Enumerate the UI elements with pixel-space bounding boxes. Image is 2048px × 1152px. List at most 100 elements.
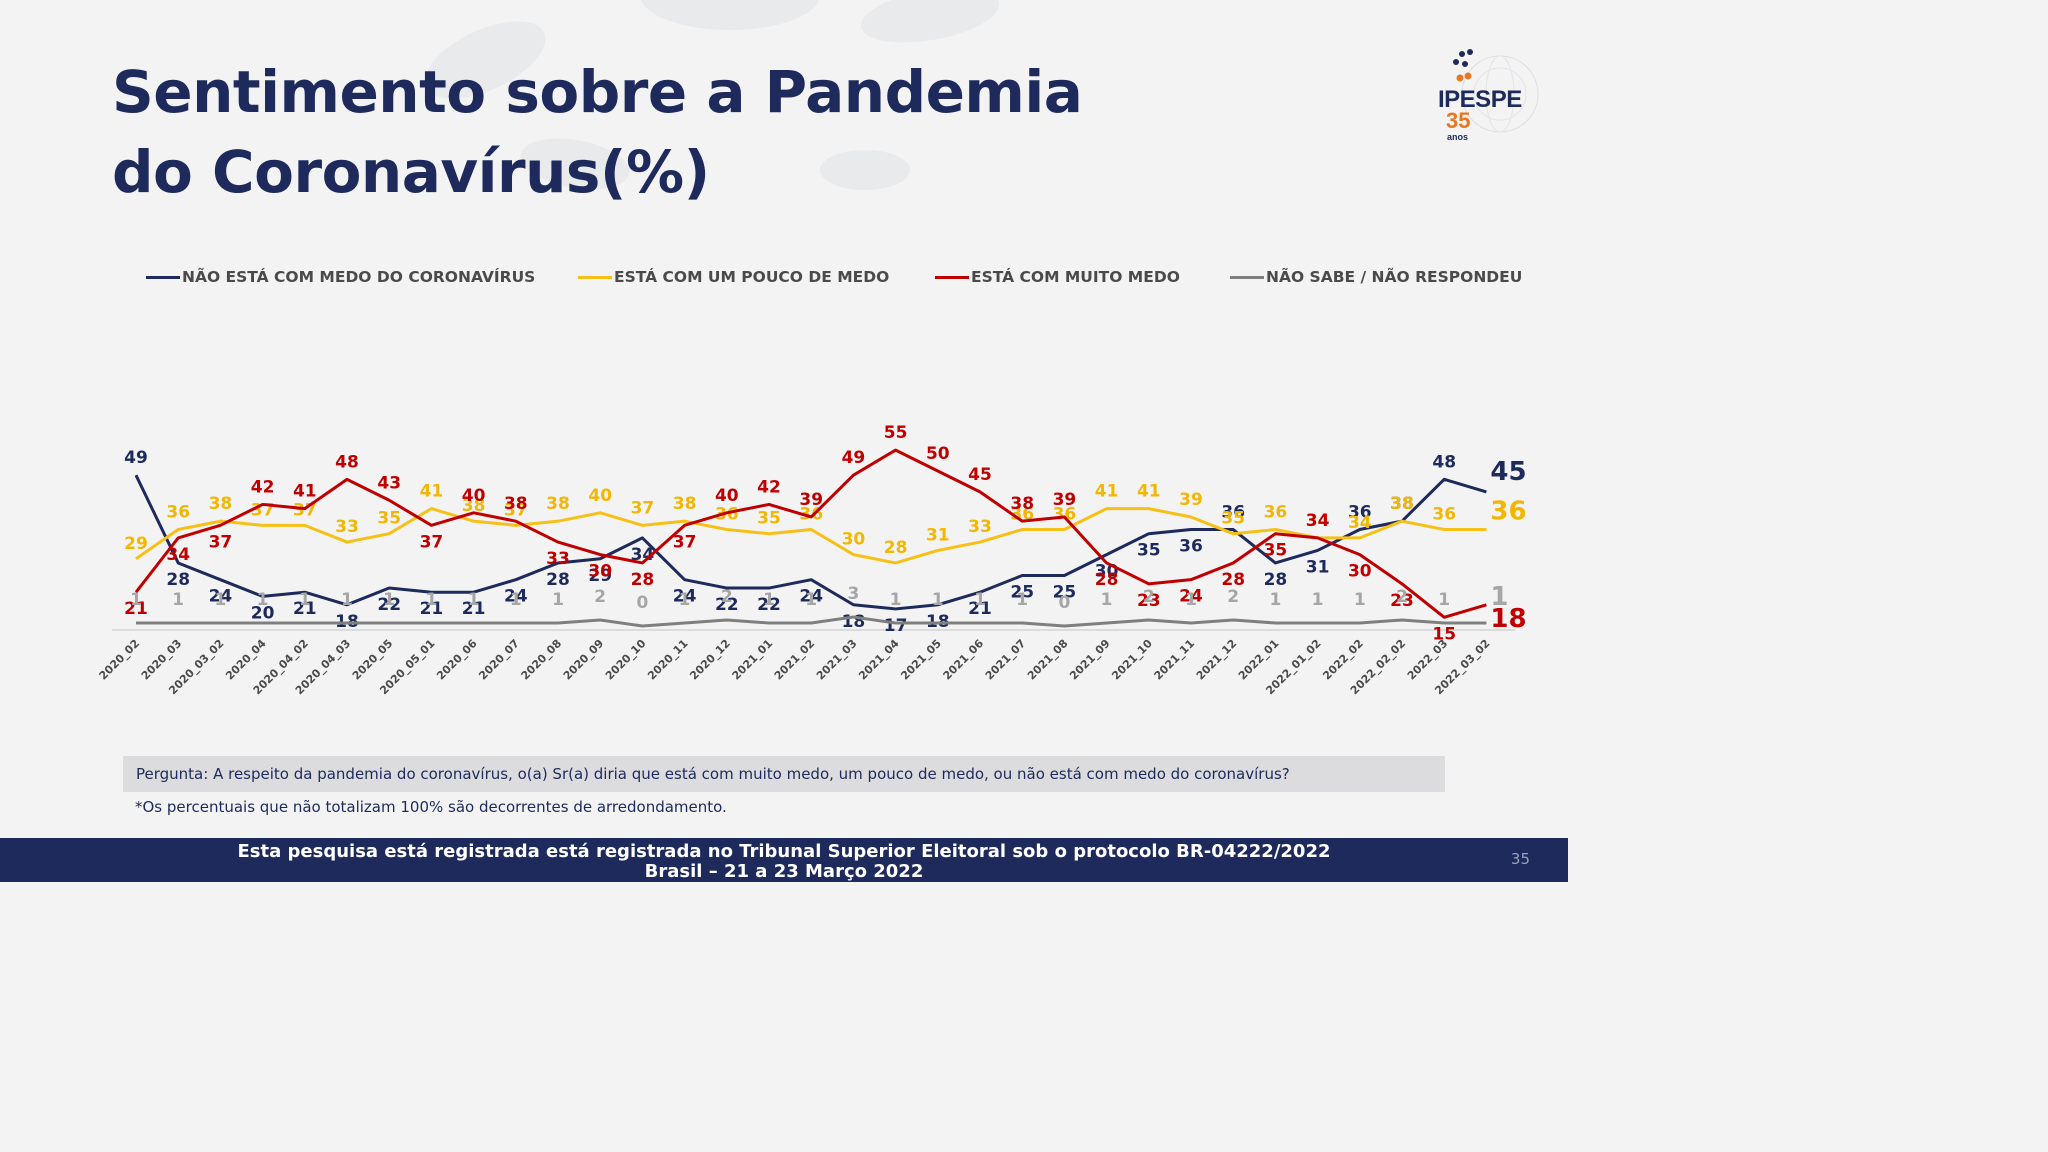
data-label-pouco-medo: 34 <box>1306 511 1330 531</box>
data-label-nao-medo: 24 <box>673 587 697 607</box>
data-label-nao-sabe: 1 <box>172 590 184 610</box>
data-label-nao-medo: 48 <box>1432 452 1456 472</box>
data-label-nao-sabe: 1 <box>1185 590 1197 610</box>
data-label-nao-sabe: 1 <box>1269 590 1281 610</box>
data-label-nao-medo: 22 <box>757 595 781 615</box>
data-label-nao-medo: 22 <box>715 595 739 615</box>
x-tick-label: 2021_03 <box>814 637 860 683</box>
data-label-pouco-medo: 35 <box>1221 509 1245 529</box>
data-label-nao-sabe: 1 <box>1312 590 1324 610</box>
data-label-pouco-medo: 41 <box>1095 482 1119 502</box>
data-label-pouco-medo: 38 <box>462 496 486 516</box>
x-tick-label: 2021_07 <box>983 637 1029 683</box>
data-label-pouco-medo: 37 <box>504 500 528 520</box>
data-label-muito-medo: 34 <box>1306 511 1330 531</box>
data-label-pouco-medo: 41 <box>420 482 444 502</box>
data-label-muito-medo: 28 <box>1095 570 1119 590</box>
logo-years: 35 <box>1446 108 1471 133</box>
data-label-nao-medo: 28 <box>166 570 190 590</box>
data-label-nao-medo: 25 <box>1010 583 1034 603</box>
data-label-nao-sabe: 1 <box>1016 590 1028 610</box>
data-label-muito-medo: 30 <box>588 562 612 582</box>
data-label-pouco-medo: 35 <box>377 509 401 529</box>
data-label-nao-medo: 49 <box>124 448 148 468</box>
data-label-nao-sabe: 0 <box>636 593 648 613</box>
data-label-nao-sabe: 1 <box>679 590 691 610</box>
x-tick-label: 2021_06 <box>941 637 987 683</box>
data-label-nao-medo: 45 <box>1490 457 1526 487</box>
data-label-pouco-medo: 38 <box>546 494 570 514</box>
data-label-muito-medo: 15 <box>1432 624 1456 644</box>
legend-swatch <box>146 275 180 279</box>
question-text: Pergunta: A respeito da pandemia do coro… <box>136 765 1290 783</box>
data-label-nao-sabe: 1 <box>299 590 311 610</box>
data-label-muito-medo: 40 <box>462 486 486 506</box>
data-label-nao-medo: 28 <box>1264 570 1288 590</box>
data-label-nao-medo: 36 <box>1348 503 1372 523</box>
legend-swatch <box>935 275 969 279</box>
data-label-pouco-medo: 33 <box>968 517 992 537</box>
data-label-nao-sabe: 2 <box>1396 587 1408 607</box>
background-blob <box>856 0 1004 52</box>
data-label-pouco-medo: 38 <box>673 494 697 514</box>
data-label-pouco-medo: 30 <box>842 530 866 550</box>
data-label-pouco-medo: 36 <box>166 503 190 523</box>
data-label-muito-medo: 55 <box>884 423 908 443</box>
x-tick-label: 2020_12 <box>687 637 733 683</box>
data-label-nao-sabe: 1 <box>805 590 817 610</box>
data-label-nao-medo: 24 <box>504 587 528 607</box>
background-blob <box>640 0 820 30</box>
legend-item-muito-medo: ESTÁ COM MUITO MEDO <box>935 268 1180 286</box>
data-label-muito-medo: 23 <box>1390 591 1414 611</box>
data-label-pouco-medo: 38 <box>209 494 233 514</box>
data-label-nao-sabe: 1 <box>890 590 902 610</box>
data-label-pouco-medo: 36 <box>1053 505 1077 525</box>
data-label-nao-medo: 28 <box>546 570 570 590</box>
legend-item-nao-medo: NÃO ESTÁ COM MEDO DO CORONAVÍRUS <box>146 268 535 286</box>
data-label-nao-medo: 25 <box>1053 583 1077 603</box>
x-tick-label: 2021_09 <box>1067 637 1113 683</box>
x-tick-label: 2020_07 <box>476 637 522 683</box>
data-label-pouco-medo: 35 <box>757 509 781 529</box>
line-chart: 2020_022020_032020_03_022020_042020_04_0… <box>97 423 1527 697</box>
data-label-nao-medo: 24 <box>799 587 823 607</box>
x-tick-label: 2020_10 <box>603 637 649 683</box>
data-label-nao-sabe: 0 <box>1058 593 1070 613</box>
data-label-muito-medo: 37 <box>673 532 697 552</box>
data-label-muito-medo: 39 <box>1053 490 1077 510</box>
logo-name: IPESPE <box>1438 86 1522 113</box>
data-label-pouco-medo: 36 <box>1490 497 1526 527</box>
data-label-nao-sabe: 1 <box>214 590 226 610</box>
logo-anos: anos <box>1447 132 1469 142</box>
data-label-pouco-medo: 34 <box>1348 513 1372 533</box>
data-label-nao-sabe: 1 <box>1438 590 1450 610</box>
legend-label: ESTÁ COM MUITO MEDO <box>971 268 1180 286</box>
footer-registration: Esta pesquisa está registrada está regis… <box>237 841 1331 862</box>
data-label-nao-sabe: 1 <box>763 590 775 610</box>
data-label-pouco-medo: 39 <box>1179 490 1203 510</box>
x-tick-label: 2021_01 <box>730 637 776 683</box>
data-label-nao-medo: 24 <box>209 587 233 607</box>
data-label-muito-medo: 40 <box>715 486 739 506</box>
x-tick-label: 2021_02 <box>772 637 818 683</box>
x-tick-label: 2020_02 <box>97 637 143 683</box>
data-label-nao-sabe: 1 <box>341 590 353 610</box>
chart-legend: NÃO ESTÁ COM MEDO DO CORONAVÍRUS ESTÁ CO… <box>0 268 1568 294</box>
data-label-muito-medo: 34 <box>166 545 190 565</box>
x-tick-label: 2021_04 <box>856 637 902 683</box>
data-label-muito-medo: 23 <box>1137 591 1161 611</box>
x-tick-label: 2021_08 <box>1025 637 1071 683</box>
footer-bar: Esta pesquisa está registrada está regis… <box>0 838 1568 882</box>
x-tick-label: 2021_05 <box>898 637 944 683</box>
data-label-muito-medo: 28 <box>1221 570 1245 590</box>
data-label-nao-sabe: 1 <box>1354 590 1366 610</box>
data-label-muito-medo: 43 <box>377 473 401 493</box>
x-tick-label: 2020_06 <box>434 637 480 683</box>
series-line-nao-medo <box>134 474 1487 611</box>
data-label-nao-sabe: 1 <box>1490 582 1508 612</box>
ipespe-logo: IPESPE 35 anos <box>1430 46 1540 146</box>
data-label-muito-medo: 38 <box>1010 494 1034 514</box>
data-label-nao-sabe: 2 <box>1143 587 1155 607</box>
data-label-nao-sabe: 2 <box>1227 587 1239 607</box>
data-label-muito-medo: 49 <box>842 448 866 468</box>
